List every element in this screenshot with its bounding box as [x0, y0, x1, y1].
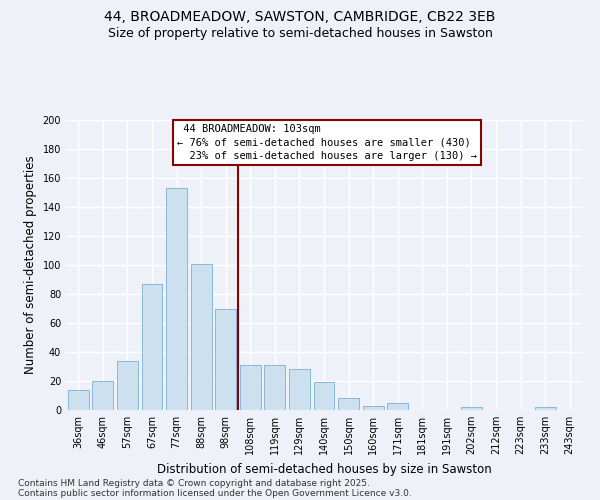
- Bar: [387, 403, 408, 410]
- Text: Size of property relative to semi-detached houses in Sawston: Size of property relative to semi-detach…: [107, 28, 493, 40]
- Bar: [535, 407, 556, 410]
- Text: 44, BROADMEADOW, SAWSTON, CAMBRIDGE, CB22 3EB: 44, BROADMEADOW, SAWSTON, CAMBRIDGE, CB2…: [104, 10, 496, 24]
- Bar: [265, 365, 286, 410]
- Y-axis label: Number of semi-detached properties: Number of semi-detached properties: [24, 156, 37, 374]
- Bar: [142, 284, 163, 410]
- Bar: [117, 360, 138, 410]
- Bar: [92, 381, 113, 410]
- Bar: [191, 264, 212, 410]
- Bar: [166, 188, 187, 410]
- Bar: [362, 406, 383, 410]
- Bar: [68, 390, 89, 410]
- Bar: [289, 370, 310, 410]
- Bar: [338, 398, 359, 410]
- Bar: [240, 365, 261, 410]
- Text: 44 BROADMEADOW: 103sqm
← 76% of semi-detached houses are smaller (430)
  23% of : 44 BROADMEADOW: 103sqm ← 76% of semi-det…: [177, 124, 477, 161]
- Bar: [215, 308, 236, 410]
- X-axis label: Distribution of semi-detached houses by size in Sawston: Distribution of semi-detached houses by …: [157, 462, 491, 475]
- Text: Contains HM Land Registry data © Crown copyright and database right 2025.: Contains HM Land Registry data © Crown c…: [18, 478, 370, 488]
- Bar: [314, 382, 334, 410]
- Text: Contains public sector information licensed under the Open Government Licence v3: Contains public sector information licen…: [18, 488, 412, 498]
- Bar: [461, 407, 482, 410]
